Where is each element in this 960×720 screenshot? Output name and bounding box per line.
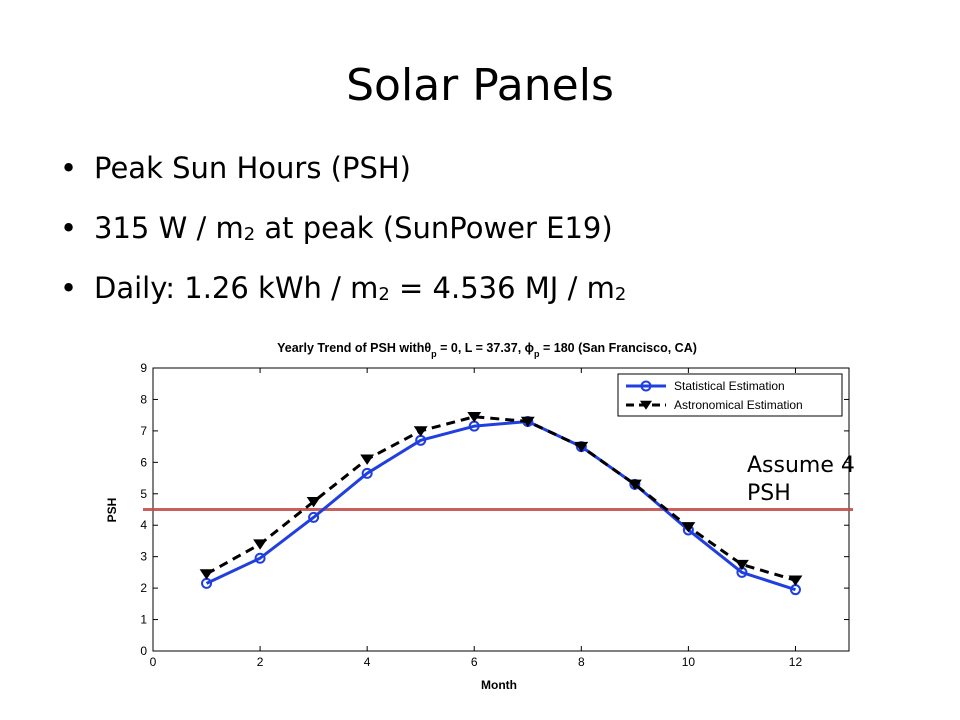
bullet-daily-energy: • Daily: 1.26 kWh / m2 = 4.536 MJ / m2	[60, 268, 626, 328]
y-tick-label: 0	[140, 644, 147, 658]
series-point-1	[308, 511, 320, 523]
x-tick-label: 4	[364, 655, 371, 669]
bullet-text: Peak Sun Hours (PSH)	[94, 151, 411, 185]
series-point-2	[681, 522, 696, 533]
y-tick-label: 7	[140, 424, 147, 438]
series-point-2	[253, 539, 268, 550]
series-line-2	[205, 415, 796, 582]
legend-marker-1	[640, 380, 652, 392]
x-tick-label: 0	[150, 655, 157, 669]
y-tick-label: 5	[140, 487, 147, 501]
slide-title: Solar Panels	[346, 60, 614, 111]
series-point-2	[574, 441, 589, 453]
series-line-1	[205, 419, 796, 592]
legend-marker-2	[640, 400, 652, 410]
x-axis-label: Month	[481, 678, 517, 692]
superscript-unit: 2	[243, 224, 256, 245]
series-point-1	[361, 467, 373, 479]
series-point-2	[734, 559, 749, 571]
bullet-dot: •	[60, 211, 78, 245]
y-axis-label: PSH	[105, 498, 119, 523]
chart-title: Yearly Trend of PSH withθp = 0, L = 37.3…	[277, 341, 697, 359]
bullet-psh: • Peak Sun Hours (PSH)	[60, 148, 626, 208]
assumption-annotation: Assume 4 PSH	[747, 453, 855, 506]
series-point-2	[520, 416, 535, 428]
superscript-unit: 2	[378, 284, 390, 305]
series-point-2	[627, 479, 642, 491]
series-point-2	[360, 454, 375, 465]
legend-box	[617, 373, 843, 417]
y-tick-label: 3	[140, 550, 147, 564]
bullet-dot: •	[60, 271, 78, 305]
bullet-list: • Peak Sun Hours (PSH) • 315 W / m2 at p…	[60, 148, 626, 328]
y-tick-label: 9	[140, 361, 147, 375]
y-tick-label: 1	[140, 613, 147, 627]
x-tick-label: 8	[578, 655, 585, 669]
legend: Statistical Estimation Astronomical Estim…	[617, 373, 843, 417]
psh-line-chart: Yearly Trend of PSH withθp = 0, L = 37.3…	[105, 341, 853, 692]
legend-label-1: Statistical Estimation	[674, 379, 785, 393]
series-point-2	[306, 496, 321, 508]
y-tick-label: 6	[140, 455, 147, 469]
y-tick-label: 4	[140, 518, 147, 532]
bullet-text: at peak (SunPower E19)	[255, 211, 613, 245]
bullet-text: Daily: 1.26 kWh / m	[94, 271, 379, 305]
x-tick-label: 6	[471, 655, 478, 669]
series-point-2	[467, 412, 482, 423]
superscript-unit: 2	[614, 284, 627, 305]
bullet-peak-power: • 315 W / m2 at peak (SunPower E19)	[60, 208, 626, 268]
y-tick-label: 2	[140, 581, 147, 595]
legend-label-2: Astronomical Estimation	[674, 398, 803, 412]
series-point-2	[199, 569, 214, 580]
x-tick-label: 2	[257, 655, 264, 669]
x-tick-label: 12	[789, 655, 803, 669]
series-point-1	[254, 552, 266, 564]
x-tick-label: 10	[682, 655, 696, 669]
bullet-dot: •	[60, 151, 78, 185]
y-tick-label: 8	[140, 392, 147, 406]
series-point-2	[413, 426, 428, 437]
series-point-2	[788, 575, 803, 586]
bullet-text: 315 W / m	[94, 211, 244, 245]
bullet-text: = 4.536 MJ / m	[389, 271, 615, 305]
